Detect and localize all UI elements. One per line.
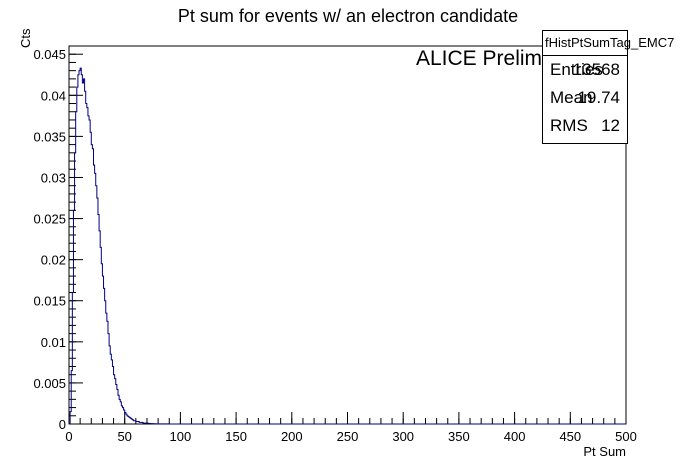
x-axis: 0 50 100 150 200 250 300 350 400 450 500	[65, 412, 637, 444]
stats-row-rms: RMS 12	[543, 112, 627, 140]
stats-value: 12	[601, 116, 620, 135]
x-tick-label: 250	[337, 429, 359, 444]
y-tick-label: 0.015	[33, 294, 66, 309]
stats-value: 19.74	[577, 88, 620, 107]
x-tick-label: 200	[281, 429, 303, 444]
x-tick-label: 450	[559, 429, 581, 444]
y-tick-label: 0.01	[41, 335, 66, 350]
stats-value: 13568	[572, 60, 620, 79]
stats-box-title: fHistPtSumTag_EMC7	[543, 31, 674, 56]
stats-row-mean: Mean 19.74	[543, 84, 627, 112]
x-tick-label: 150	[225, 429, 247, 444]
x-tick-label: 50	[117, 429, 131, 444]
y-axis-label: Cts	[18, 28, 33, 49]
y-tick-label: 0.03	[41, 170, 66, 185]
stats-label: RMS	[550, 116, 588, 135]
y-tick-label: 0.025	[33, 212, 66, 227]
y-tick-label: 0.035	[33, 129, 66, 144]
x-tick-label: 500	[615, 429, 637, 444]
x-tick-label: 100	[170, 429, 192, 444]
x-tick-label: 400	[504, 429, 526, 444]
stats-box: fHistPtSumTag_EMC7 Entries 13568 Mean 19…	[542, 30, 674, 144]
chart-title: Pt sum for events w/ an electron candida…	[177, 6, 519, 26]
stats-label: Entries	[550, 60, 603, 79]
histogram-line	[69, 67, 626, 425]
x-tick-label: 350	[448, 429, 470, 444]
x-tick-label: 300	[392, 429, 414, 444]
y-tick-label: 0.04	[41, 88, 66, 103]
stats-label: Mean	[550, 88, 593, 107]
x-axis-label: Pt Sum	[583, 444, 626, 459]
y-axis: 0 0.005 0.01 0.015 0.02 0.025 0.03 0.035 0.04 0.0…	[33, 45, 83, 432]
y-tick-label: 0.005	[33, 376, 66, 391]
stats-row-entries: Entries 13568	[543, 56, 627, 84]
y-tick-label: 0.02	[41, 253, 66, 268]
x-tick-label: 0	[65, 429, 72, 444]
y-tick-label: 0.045	[33, 47, 66, 62]
y-tick-label: 0	[59, 417, 66, 432]
